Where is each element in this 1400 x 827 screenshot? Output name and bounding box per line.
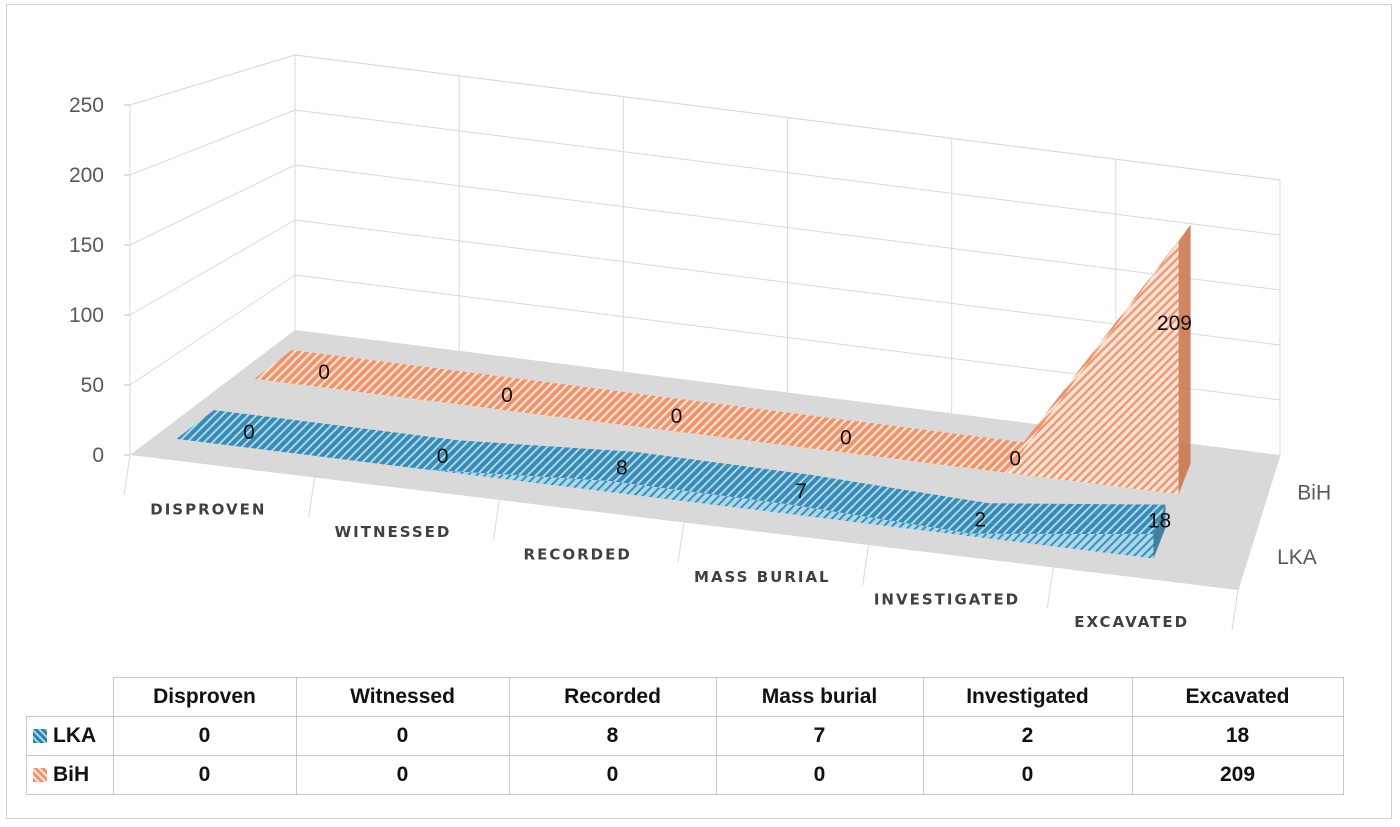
- table-cell: 209: [1131, 755, 1344, 795]
- category-label: INVESTIGATED: [874, 590, 1020, 608]
- series-top-lka: [790, 475, 989, 534]
- table-cell: 0: [112, 716, 297, 756]
- series-end-lka: [1153, 504, 1166, 559]
- legend-key-lka: [33, 729, 47, 743]
- table-cell: 0: [508, 755, 717, 795]
- series-front-lka: [176, 438, 1154, 559]
- category-tick: [1046, 567, 1054, 608]
- table-row: BiH 0 0 0 0 0 209: [26, 755, 1344, 795]
- table-row: LKA 0 0 8 7 2 18: [26, 716, 1344, 756]
- table-cell: 8: [508, 716, 717, 756]
- data-label-lka: 2: [974, 508, 986, 531]
- table-cell: 0: [922, 755, 1133, 795]
- data-label-bih: 0: [1009, 448, 1021, 471]
- table-header: Witnessed: [295, 677, 510, 717]
- row-label: BiH: [53, 763, 90, 786]
- gridline: [129, 164, 296, 246]
- series-top-bih: [835, 421, 1024, 473]
- data-label-lka: 7: [795, 480, 807, 503]
- series-end-bih: [1178, 224, 1191, 495]
- category-label: RECORDED: [524, 545, 632, 563]
- table-header: Investigated: [922, 677, 1133, 717]
- table-row-head: LKA: [26, 716, 114, 756]
- gridline: [129, 274, 296, 386]
- series-top-lka: [176, 410, 458, 470]
- data-label-bih: 0: [501, 384, 513, 407]
- depth-axis: [1237, 454, 1281, 591]
- data-label-lka: 18: [1148, 509, 1171, 532]
- table-header-row: Disproven Witnessed Recorded Mass burial…: [26, 677, 1344, 717]
- data-label-lka: 0: [243, 421, 255, 444]
- table-corner: [26, 677, 114, 717]
- category-tick: [308, 477, 316, 518]
- series-axis-label: BiH: [1297, 481, 1331, 504]
- data-label-bih: 0: [318, 361, 330, 384]
- data-table: Disproven Witnessed Recorded Mass burial…: [26, 677, 1344, 795]
- y-tick-label: 100: [69, 304, 104, 327]
- data-label-lka: 8: [616, 456, 628, 479]
- series-top-lka: [971, 503, 1166, 535]
- data-label-bih: 209: [1157, 312, 1192, 335]
- table-cell: 18: [1131, 716, 1344, 756]
- table-cell: 7: [715, 716, 924, 756]
- series-top-bih: [663, 400, 857, 452]
- category-tick: [123, 454, 131, 496]
- category-tick: [862, 544, 870, 586]
- table-header: Disproven: [112, 677, 297, 717]
- y-tick-label: 150: [69, 234, 104, 257]
- gridline: [129, 219, 296, 316]
- category-tick: [492, 499, 500, 541]
- table-cell: 2: [922, 716, 1133, 756]
- series-top-bih: [491, 379, 690, 430]
- series-top-lka: [427, 440, 635, 481]
- category-label: MASS BURIAL: [694, 568, 831, 586]
- series-top-lka: [608, 451, 812, 505]
- series-axis-label: LKA: [1277, 546, 1317, 569]
- data-label-bih: 0: [840, 426, 852, 449]
- y-tick-label: 250: [69, 94, 104, 117]
- category-tick: [677, 522, 685, 563]
- category-label: WITNESSED: [335, 523, 452, 541]
- legend-key-bih: [33, 768, 47, 782]
- table-cell: 0: [295, 716, 510, 756]
- category-tick: [1231, 589, 1239, 631]
- table-cell: 0: [112, 755, 297, 795]
- data-label-lka: 0: [437, 445, 449, 468]
- series-front-bih: [254, 241, 1179, 495]
- gridline: [129, 54, 296, 106]
- table-header: Recorded: [508, 677, 717, 717]
- data-label-bih: 0: [671, 405, 683, 428]
- y-tick-label: 0: [92, 444, 104, 467]
- table-cell: 0: [715, 755, 924, 795]
- table-cell: 0: [295, 755, 510, 795]
- y-tick-label: 50: [81, 374, 104, 397]
- gridline: [129, 109, 296, 176]
- series-top-bih: [254, 350, 523, 409]
- table-header: Mass burial: [715, 677, 924, 717]
- y-tick-label: 200: [69, 164, 104, 187]
- row-label: LKA: [53, 724, 97, 747]
- table-row-head: BiH: [26, 755, 114, 795]
- category-label: DISPROVEN: [150, 500, 266, 518]
- table-header: Excavated: [1131, 677, 1344, 717]
- series-top-bih: [1006, 224, 1191, 473]
- category-label: EXCAVATED: [1074, 613, 1189, 631]
